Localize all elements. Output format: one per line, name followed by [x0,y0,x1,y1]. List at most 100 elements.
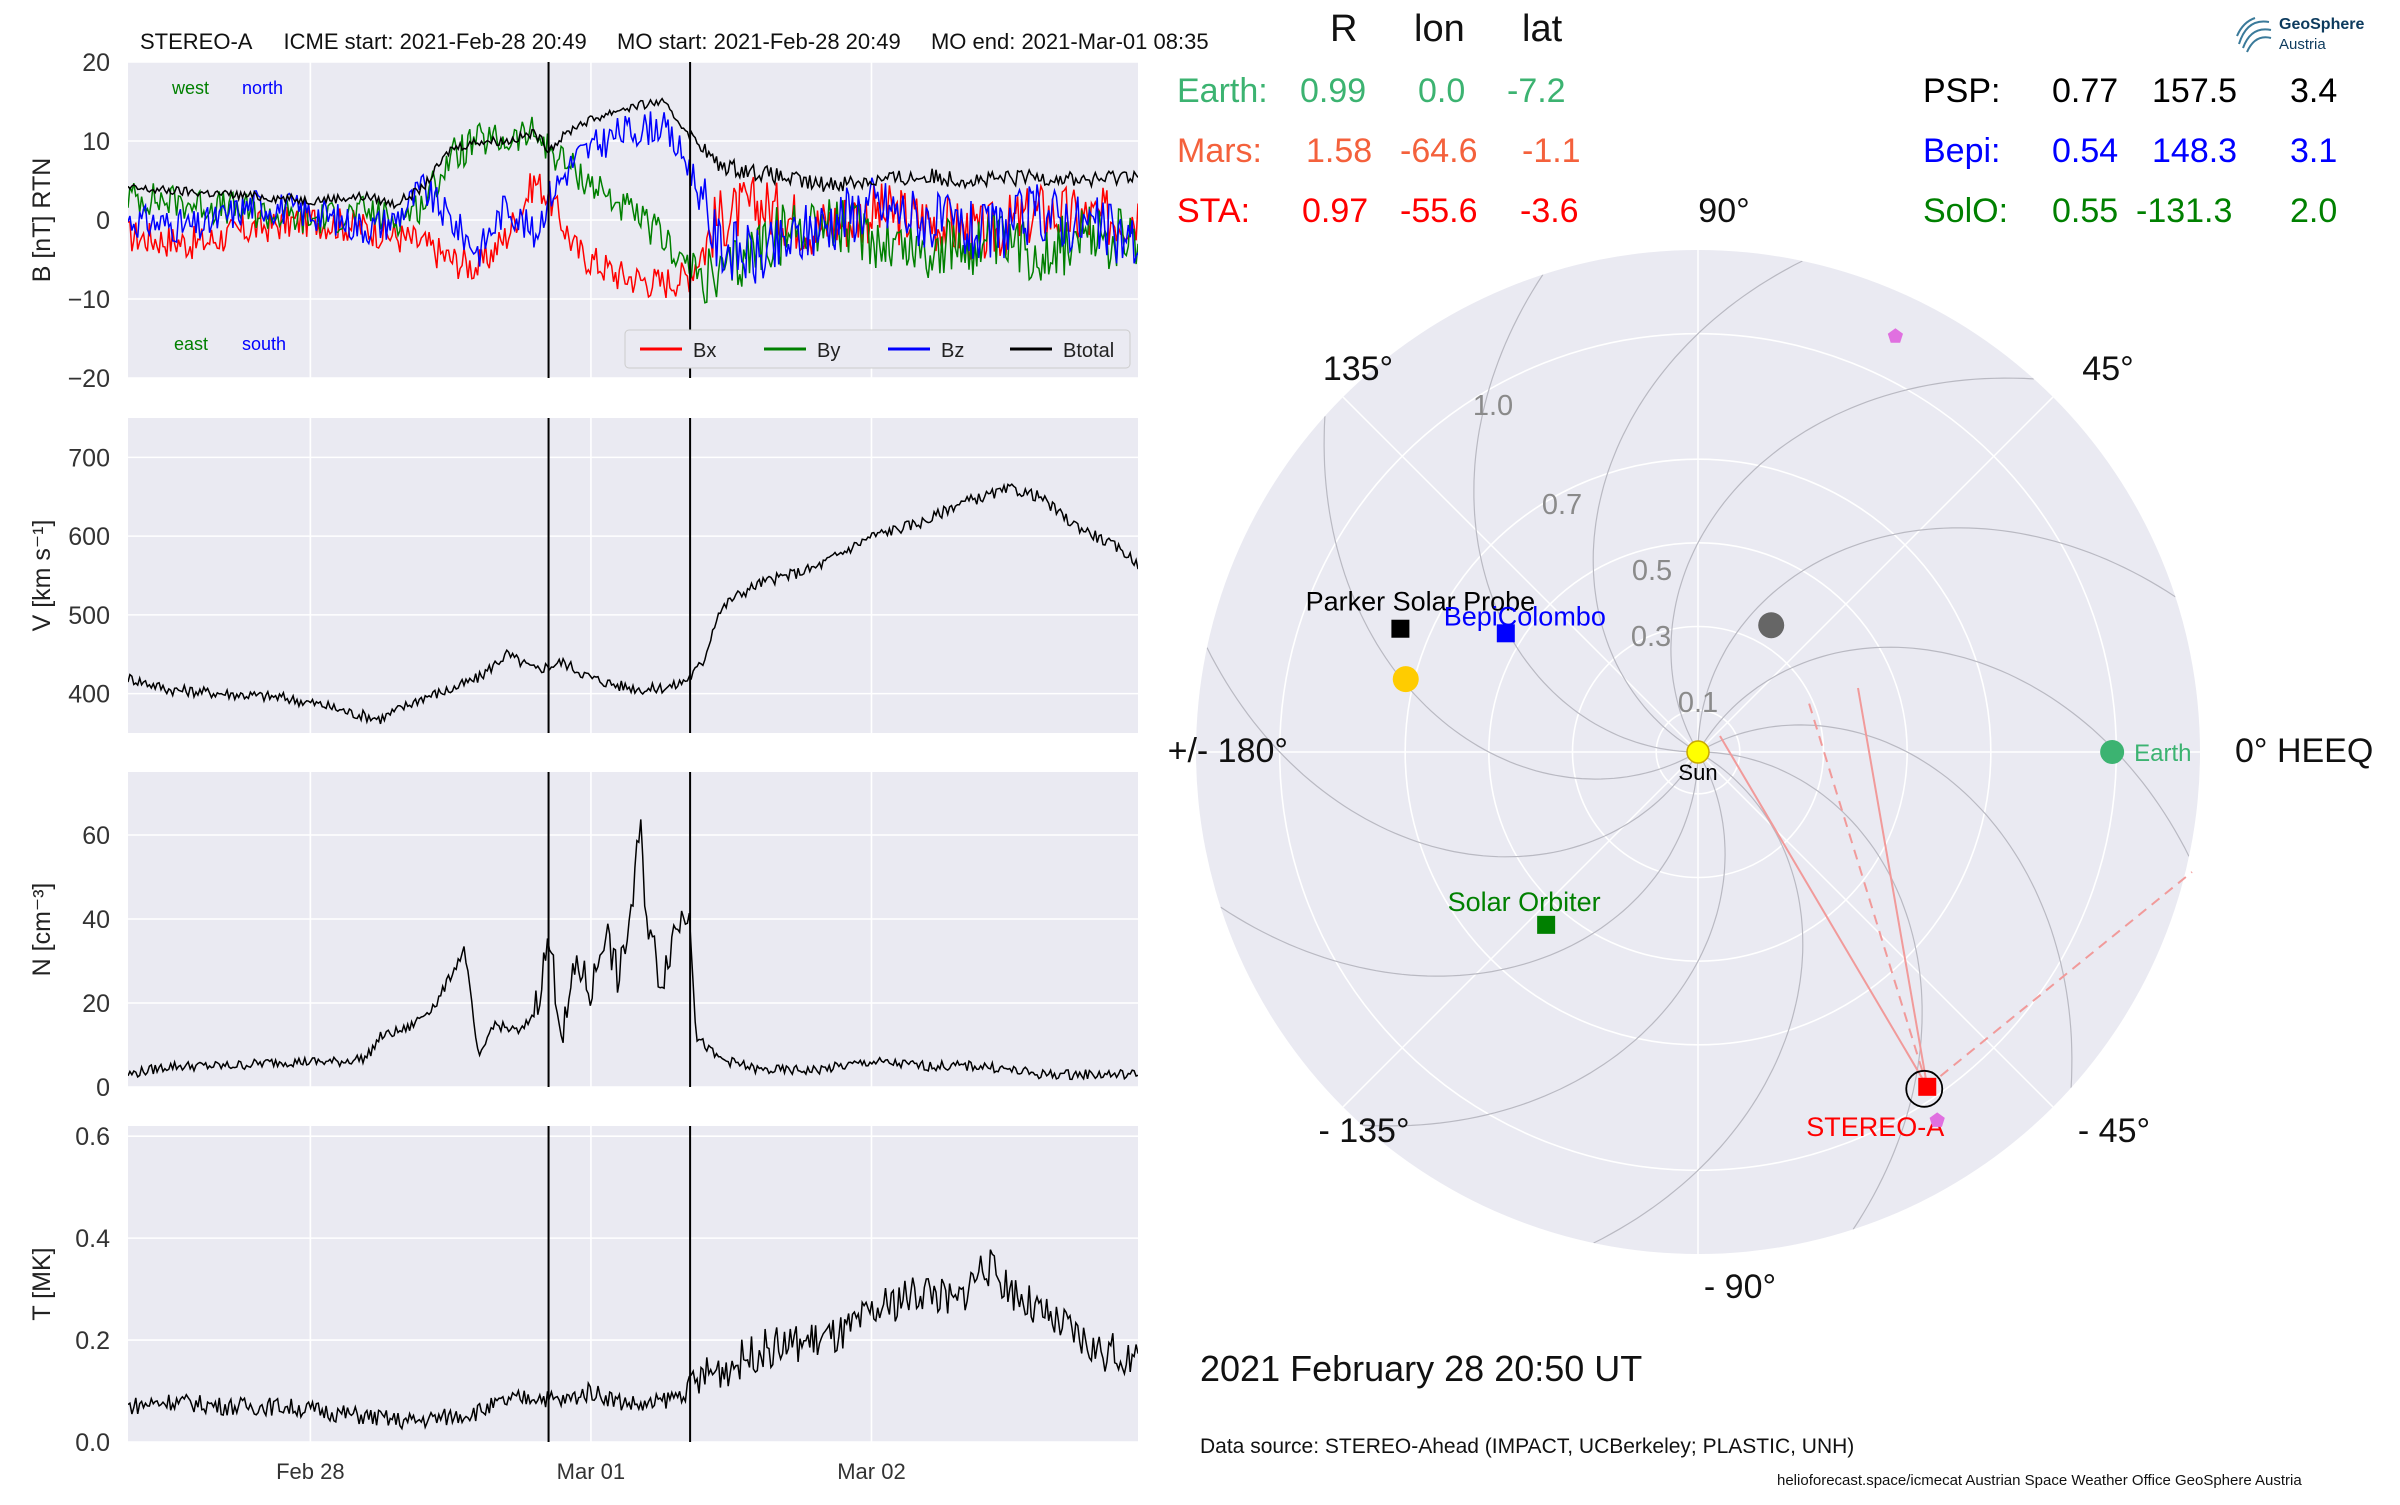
mars-marker [1887,328,1903,343]
stereo-a-highlight-ring [1905,1069,1944,1108]
stereo-a-marker [1918,1077,1937,1096]
solar-orbiter-label: Solar Orbiter [1448,887,1601,917]
polar-plot: 0.1 0.3 0.5 0.7 1.0 0° HEEQ 45° 90° 135° +/- 180°… [1168,192,2374,1306]
y-axis-label: V [km s⁻¹] [28,520,56,632]
panel-background [128,1126,1138,1442]
venus-marker [1392,666,1419,693]
solar-orbiter-marker [1537,915,1556,934]
legend-frame [624,329,1131,369]
angle-label: - 90° [1704,1268,1776,1306]
pos-mars-lat: -1.1 [1522,132,1581,170]
legend-label: Bx [693,340,716,362]
angle-label: - 45° [2078,1112,2150,1150]
y-tick-label: 600 [68,523,110,551]
series-line-v [128,482,1138,725]
annotation-east: east [174,334,208,354]
y-tick-label: 20 [82,49,110,77]
polar-ring [1404,458,1992,1046]
legend-label: By [817,340,840,362]
radial-tick-label: 0.7 [1542,489,1582,521]
parker-spiral [1592,260,1803,753]
pos-mars-name: Mars: [1177,132,1262,170]
y-tick-label: 60 [82,822,110,850]
parker-spiral [1593,751,1804,1244]
y-tick-label: 10 [82,128,110,156]
parker-spiral [1220,751,1699,977]
logo-line2: Austria [2279,36,2326,53]
pos-psp-r: 0.77 [2052,72,2119,110]
legend-label: Bz [941,340,964,362]
pos-earth-name: Earth: [1177,72,1268,110]
y-tick-label: 0.4 [75,1225,110,1253]
pos-solo-r: 0.55 [2052,192,2119,230]
angle-label: 45° [2082,350,2133,388]
mars-lower-marker [1929,1112,1945,1127]
col-header-lat: lat [1522,8,1563,50]
polar-ring [1655,709,1741,795]
pos-mars-r: 1.58 [1306,132,1373,170]
pos-psp-lon: 157.5 [2152,72,2238,110]
data-source-label: Data source: STEREO-Ahead (IMPACT, UCBer… [1200,1435,1855,1458]
series-line-t [128,1249,1138,1431]
pos-solo-lat: 2.0 [2290,192,2338,230]
parker-solar-probe-marker [1391,619,1410,638]
geosphere-logo-icon [2236,17,2272,53]
y-tick-label: 500 [68,602,110,630]
angle-label: 0° HEEQ [2235,732,2373,770]
angle-label: 135° [1323,350,1393,388]
col-header-r: R [1330,8,1358,50]
stereo-a-label: STEREO-A [1806,1112,1944,1142]
series-line-bz [128,111,1138,284]
y-tick-label: 40 [82,906,110,934]
timeseries-panel-1: 20 10 0 −10 −20 B [nT] RTN west north east south B… [28,49,1138,393]
header-mo-end: MO end: 2021-Mar-01 08:35 [930,29,1209,54]
bepicolombo-label: BepiColombo [1444,601,1606,631]
y-axis-label: B [nT] RTN [28,158,56,283]
y-tick-label: 700 [68,444,110,472]
x-tick-label: Mar 02 [837,1459,905,1484]
parker-spiral [1697,527,2176,753]
x-tick-label: Mar 01 [557,1459,625,1484]
panel-background [128,772,1138,1087]
y-tick-label: −20 [68,365,110,393]
bepicolombo-marker [1496,624,1515,643]
header-spacecraft: STEREO-A [140,29,252,54]
earth-marker [2100,740,2125,764]
angle-label: - 135° [1318,1112,1409,1150]
header-bar: STEREO-A ICME start: 2021-Feb-28 20:49 M… [140,29,1209,55]
header-mo-start: MO start: 2021-Feb-28 20:49 [617,29,901,54]
pos-sta-r: 0.97 [1302,192,1369,230]
series-line-btotal [128,97,1138,210]
sun-label: Sun [1678,760,1717,785]
polar-ring [1571,625,1825,879]
y-axis-label: T [MK] [28,1247,56,1320]
pos-bepi-lat: 3.1 [2290,132,2338,170]
pos-sta-lon: -55.6 [1400,192,1478,230]
sta-connection-dashed [1926,871,2193,1088]
series-line-n [128,819,1138,1081]
sta-connection-line [1719,735,1929,1088]
parker-spiral [1670,377,2034,753]
radial-tick-label: 0.1 [1678,687,1718,719]
timeseries-panel-3: 60 40 20 0 N [cm⁻³] [28,772,1138,1102]
pos-bepi-r: 0.54 [2052,132,2119,170]
parker-spiral [1362,751,1726,1127]
geosphere-logo: GeoSphere Austria [2233,12,2383,62]
radial-tick-label: 0.5 [1632,555,1672,587]
y-tick-label: 0.0 [75,1429,110,1457]
parker-solar-probe-label: Parker Solar Probe [1306,587,1536,617]
col-header-lon: lon [1414,8,1465,50]
radial-tick-label: 1.0 [1473,390,1513,422]
pos-mars-lon: -64.6 [1400,132,1478,170]
y-tick-label: −10 [68,286,110,314]
annotation-west: west [171,78,209,98]
timeseries-panel-2: 700 600 500 400 V [km s⁻¹] [28,418,1138,733]
parker-spiral [1697,724,2073,1088]
y-tick-label: 0.2 [75,1327,110,1355]
timeseries-panel-4: 0.6 0.4 0.2 0.0 Feb 28 Mar 01 Mar 02 T [MK] [28,1123,1138,1484]
parker-spiral [1206,647,1699,858]
y-tick-label: 0 [96,1074,110,1102]
y-tick-label: 400 [68,681,110,709]
y-tick-label: 0 [96,207,110,235]
